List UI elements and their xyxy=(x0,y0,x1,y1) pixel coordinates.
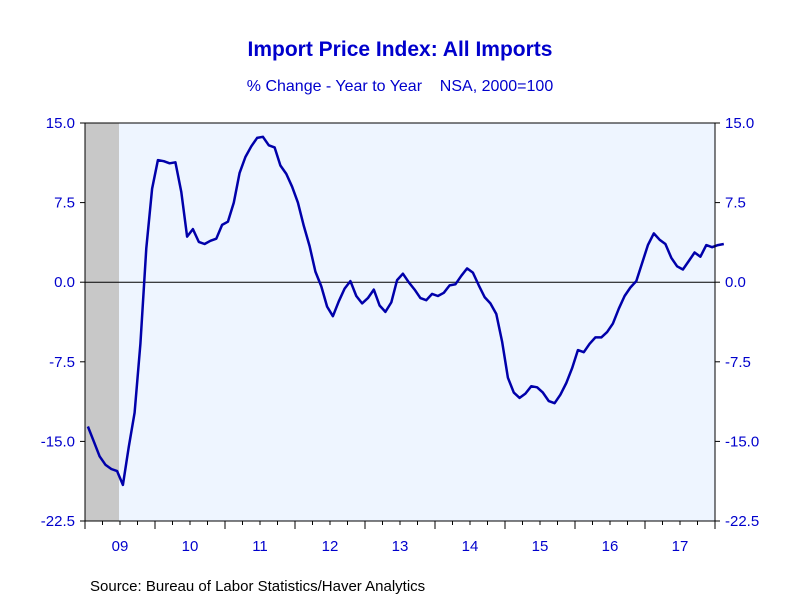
left-axis: 15.0 7.5 0.0 -7.5 -15.0 -22.5 xyxy=(41,115,85,530)
x-axis: 09 10 11 12 13 14 15 16 17 xyxy=(84,521,716,555)
x-tick-label: 10 xyxy=(182,538,199,555)
x-tick-label: 11 xyxy=(252,538,268,555)
x-tick-label: 13 xyxy=(392,538,409,555)
right-axis: 15.0 7.5 0.0 -7.5 -15.0 -22.5 xyxy=(715,115,759,530)
y-tick-label-right: -15.0 xyxy=(725,433,759,450)
x-tick-label: 09 xyxy=(112,538,129,555)
y-tick-label-right: -22.5 xyxy=(725,513,759,530)
y-tick-label-left: 0.0 xyxy=(54,274,75,291)
series-line xyxy=(86,135,725,487)
recession-shade xyxy=(85,123,119,521)
y-tick-label-left: -15.0 xyxy=(41,433,75,450)
y-tick-label-right: 15.0 xyxy=(725,115,754,132)
x-tick-label: 14 xyxy=(462,538,479,555)
x-tick-label: 17 xyxy=(672,538,689,555)
y-tick-label-right: 7.5 xyxy=(725,195,746,212)
y-tick-label-left: 15.0 xyxy=(46,115,75,132)
x-tick-label: 15 xyxy=(532,538,549,555)
x-tick-label: 12 xyxy=(322,538,339,555)
plot-background xyxy=(85,123,715,521)
source-note: Source: Bureau of Labor Statistics/Haver… xyxy=(90,578,426,595)
y-tick-label-right: -7.5 xyxy=(725,354,751,371)
y-tick-label-right: 0.0 xyxy=(725,274,746,291)
y-tick-label-left: -7.5 xyxy=(49,354,75,371)
x-tick-label: 16 xyxy=(602,538,619,555)
chart-subtitle: % Change - Year to Year NSA, 2000=100 xyxy=(246,78,554,95)
y-tick-label-left: -22.5 xyxy=(41,513,75,530)
y-tick-label-left: 7.5 xyxy=(54,195,75,212)
chart-title: Import Price Index: All Imports xyxy=(247,38,553,61)
